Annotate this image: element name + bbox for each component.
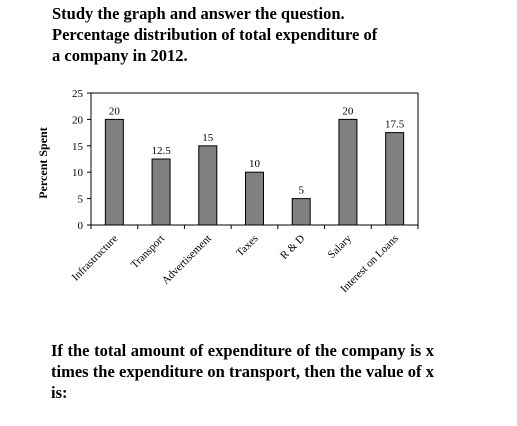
- data-label: 17.5: [385, 119, 405, 131]
- y-tick-label: 0: [78, 220, 84, 232]
- bar: [198, 145, 218, 226]
- y-tick-label: 5: [78, 194, 84, 206]
- bar: [385, 132, 405, 226]
- category-label: R & D: [278, 233, 307, 262]
- y-tick-label: 10: [72, 167, 84, 179]
- data-label: 12.5: [151, 145, 171, 157]
- data-label: 10: [249, 158, 261, 170]
- data-label: 15: [202, 132, 214, 144]
- bar: [245, 171, 264, 226]
- bar: [291, 198, 311, 226]
- data-label: 20: [342, 105, 354, 117]
- category-label: Transport: [129, 233, 167, 271]
- heading-line-1: Study the graph and answer the question.: [52, 4, 345, 23]
- bar: [338, 118, 358, 226]
- heading-line-3: a company in 2012.: [52, 46, 188, 65]
- y-tick-label: 15: [72, 141, 84, 153]
- category-label: Salary: [326, 232, 355, 261]
- heading-line-2: Percentage distribution of total expendi…: [52, 25, 378, 44]
- y-axis-title: Percent Spent: [36, 127, 50, 198]
- category-label: Advertisement: [160, 233, 214, 287]
- bar: [151, 158, 171, 226]
- bar: [104, 118, 124, 226]
- y-tick-label: 20: [72, 114, 84, 126]
- data-label: 20: [109, 105, 121, 117]
- category-label: Taxes: [234, 233, 261, 260]
- category-label: Infrastructure: [70, 233, 121, 284]
- question-heading: Study the graph and answer the question.…: [52, 3, 462, 66]
- data-label: 5: [298, 185, 304, 197]
- bar-chart: 0 5 10 15 20 25 Percent Spent 20 Infrastructure 1…: [36, 88, 419, 295]
- y-tick-label: 25: [72, 88, 84, 100]
- question-text: If the total amount of expenditure of th…: [51, 341, 434, 402]
